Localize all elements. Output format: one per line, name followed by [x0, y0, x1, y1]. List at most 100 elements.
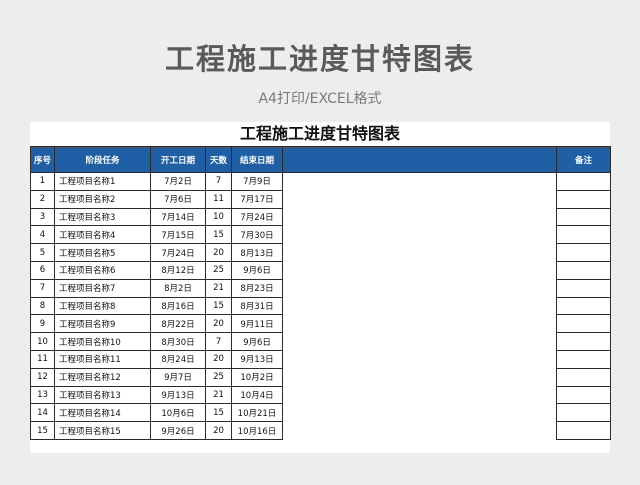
row-remark[interactable] — [556, 225, 611, 245]
row-remark[interactable] — [556, 332, 611, 351]
row-index[interactable]: 8 — [30, 296, 55, 316]
row-days[interactable]: 15 — [205, 403, 232, 423]
row-end[interactable]: 9月6日 — [231, 332, 283, 351]
row-remark[interactable] — [556, 172, 611, 191]
row-index[interactable]: 10 — [30, 332, 55, 351]
row-index[interactable]: 5 — [30, 243, 55, 262]
row-task[interactable]: 工程项目名称5 — [54, 243, 151, 262]
row-index[interactable]: 9 — [30, 314, 55, 334]
row-days[interactable]: 21 — [205, 385, 232, 405]
row-end[interactable]: 8月23日 — [231, 278, 283, 298]
row-task[interactable]: 工程项目名称14 — [54, 403, 151, 423]
row-days[interactable]: 25 — [205, 260, 232, 280]
row-start[interactable]: 8月12日 — [150, 260, 206, 280]
row-index[interactable]: 1 — [30, 172, 55, 191]
page-title: 工程施工进度甘特图表 — [164, 42, 475, 76]
row-remark[interactable] — [556, 207, 611, 227]
row-start[interactable]: 7月6日 — [150, 189, 206, 209]
row-start[interactable]: 8月22日 — [150, 314, 206, 334]
row-remark[interactable] — [556, 260, 611, 280]
row-days[interactable]: 20 — [205, 421, 232, 440]
row-task[interactable]: 工程项目名称10 — [54, 332, 151, 351]
row-days[interactable]: 20 — [205, 314, 232, 334]
row-end[interactable]: 8月31日 — [231, 296, 283, 316]
row-index[interactable]: 12 — [30, 367, 55, 387]
table-row: 14 工程项目名称14 10月6日 15 10月21日 — [30, 403, 611, 423]
row-days[interactable]: 7 — [205, 172, 232, 191]
row-days[interactable]: 7 — [205, 332, 232, 351]
row-start[interactable]: 7月2日 — [150, 172, 206, 191]
row-days[interactable]: 25 — [205, 367, 232, 387]
gantt-cell — [282, 403, 557, 422]
row-start[interactable]: 9月13日 — [150, 385, 206, 405]
row-task[interactable]: 工程项目名称2 — [54, 189, 151, 209]
row-end[interactable]: 10月4日 — [231, 385, 283, 405]
row-start[interactable]: 7月15日 — [150, 225, 206, 245]
row-days[interactable]: 11 — [205, 189, 232, 209]
row-start[interactable]: 8月24日 — [150, 349, 206, 369]
row-remark[interactable] — [556, 421, 611, 440]
row-end[interactable]: 7月17日 — [231, 189, 283, 209]
row-index[interactable]: 2 — [30, 189, 55, 209]
row-task[interactable]: 工程项目名称15 — [54, 421, 151, 440]
row-days[interactable]: 20 — [205, 349, 232, 369]
row-end[interactable]: 10月16日 — [231, 421, 283, 440]
row-index[interactable]: 4 — [30, 225, 55, 245]
row-remark[interactable] — [556, 403, 611, 423]
row-index[interactable]: 14 — [30, 403, 55, 423]
row-start[interactable]: 10月6日 — [150, 403, 206, 423]
row-end[interactable]: 7月24日 — [231, 207, 283, 227]
gantt-cell — [282, 172, 557, 191]
row-index[interactable]: 7 — [30, 278, 55, 298]
row-index[interactable]: 3 — [30, 207, 55, 227]
row-end[interactable]: 8月13日 — [231, 243, 283, 262]
row-index[interactable]: 13 — [30, 385, 55, 405]
table-row: 11 工程项目名称11 8月24日 20 9月13日 — [30, 349, 611, 369]
row-start[interactable]: 9月26日 — [150, 421, 206, 440]
row-task[interactable]: 工程项目名称9 — [54, 314, 151, 334]
table-row: 15 工程项目名称15 9月26日 20 10月16日 — [30, 421, 611, 440]
row-start[interactable]: 8月30日 — [150, 332, 206, 351]
row-end[interactable]: 9月6日 — [231, 260, 283, 280]
row-remark[interactable] — [556, 189, 611, 209]
row-days[interactable]: 20 — [205, 243, 232, 262]
row-start[interactable]: 7月24日 — [150, 243, 206, 262]
row-remark[interactable] — [556, 243, 611, 262]
row-task[interactable]: 工程项目名称13 — [54, 385, 151, 405]
row-task[interactable]: 工程项目名称4 — [54, 225, 151, 245]
table-row: 6 工程项目名称6 8月12日 25 9月6日 — [30, 260, 611, 280]
row-days[interactable]: 10 — [205, 207, 232, 227]
row-remark[interactable] — [556, 278, 611, 298]
table-row: 12 工程项目名称12 9月7日 25 10月2日 — [30, 367, 611, 387]
row-end[interactable]: 10月2日 — [231, 367, 283, 387]
row-end[interactable]: 9月11日 — [231, 314, 283, 334]
row-remark[interactable] — [556, 367, 611, 387]
row-end[interactable]: 10月21日 — [231, 403, 283, 423]
row-index[interactable]: 11 — [30, 349, 55, 369]
row-task[interactable]: 工程项目名称6 — [54, 260, 151, 280]
row-task[interactable]: 工程项目名称1 — [54, 172, 151, 191]
row-start[interactable]: 9月7日 — [150, 367, 206, 387]
row-index[interactable]: 6 — [30, 260, 55, 280]
row-end[interactable]: 7月9日 — [231, 172, 283, 191]
row-task[interactable]: 工程项目名称3 — [54, 207, 151, 227]
row-start[interactable]: 8月2日 — [150, 278, 206, 298]
row-remark[interactable] — [556, 314, 611, 334]
row-end[interactable]: 9月13日 — [231, 349, 283, 369]
row-task[interactable]: 工程项目名称7 — [54, 278, 151, 298]
row-task[interactable]: 工程项目名称12 — [54, 367, 151, 387]
row-remark[interactable] — [556, 385, 611, 405]
row-start[interactable]: 8月16日 — [150, 296, 206, 316]
row-task[interactable]: 工程项目名称8 — [54, 296, 151, 316]
row-index[interactable]: 15 — [30, 421, 55, 440]
row-remark[interactable] — [556, 349, 611, 369]
row-remark[interactable] — [556, 296, 611, 316]
row-days[interactable]: 15 — [205, 225, 232, 245]
row-start[interactable]: 7月14日 — [150, 207, 206, 227]
row-task[interactable]: 工程项目名称11 — [54, 349, 151, 369]
gantt-cell — [282, 208, 557, 226]
table-row: 8 工程项目名称8 8月16日 15 8月31日 — [30, 296, 611, 316]
row-end[interactable]: 7月30日 — [231, 225, 283, 245]
row-days[interactable]: 15 — [205, 296, 232, 316]
row-days[interactable]: 21 — [205, 278, 232, 298]
